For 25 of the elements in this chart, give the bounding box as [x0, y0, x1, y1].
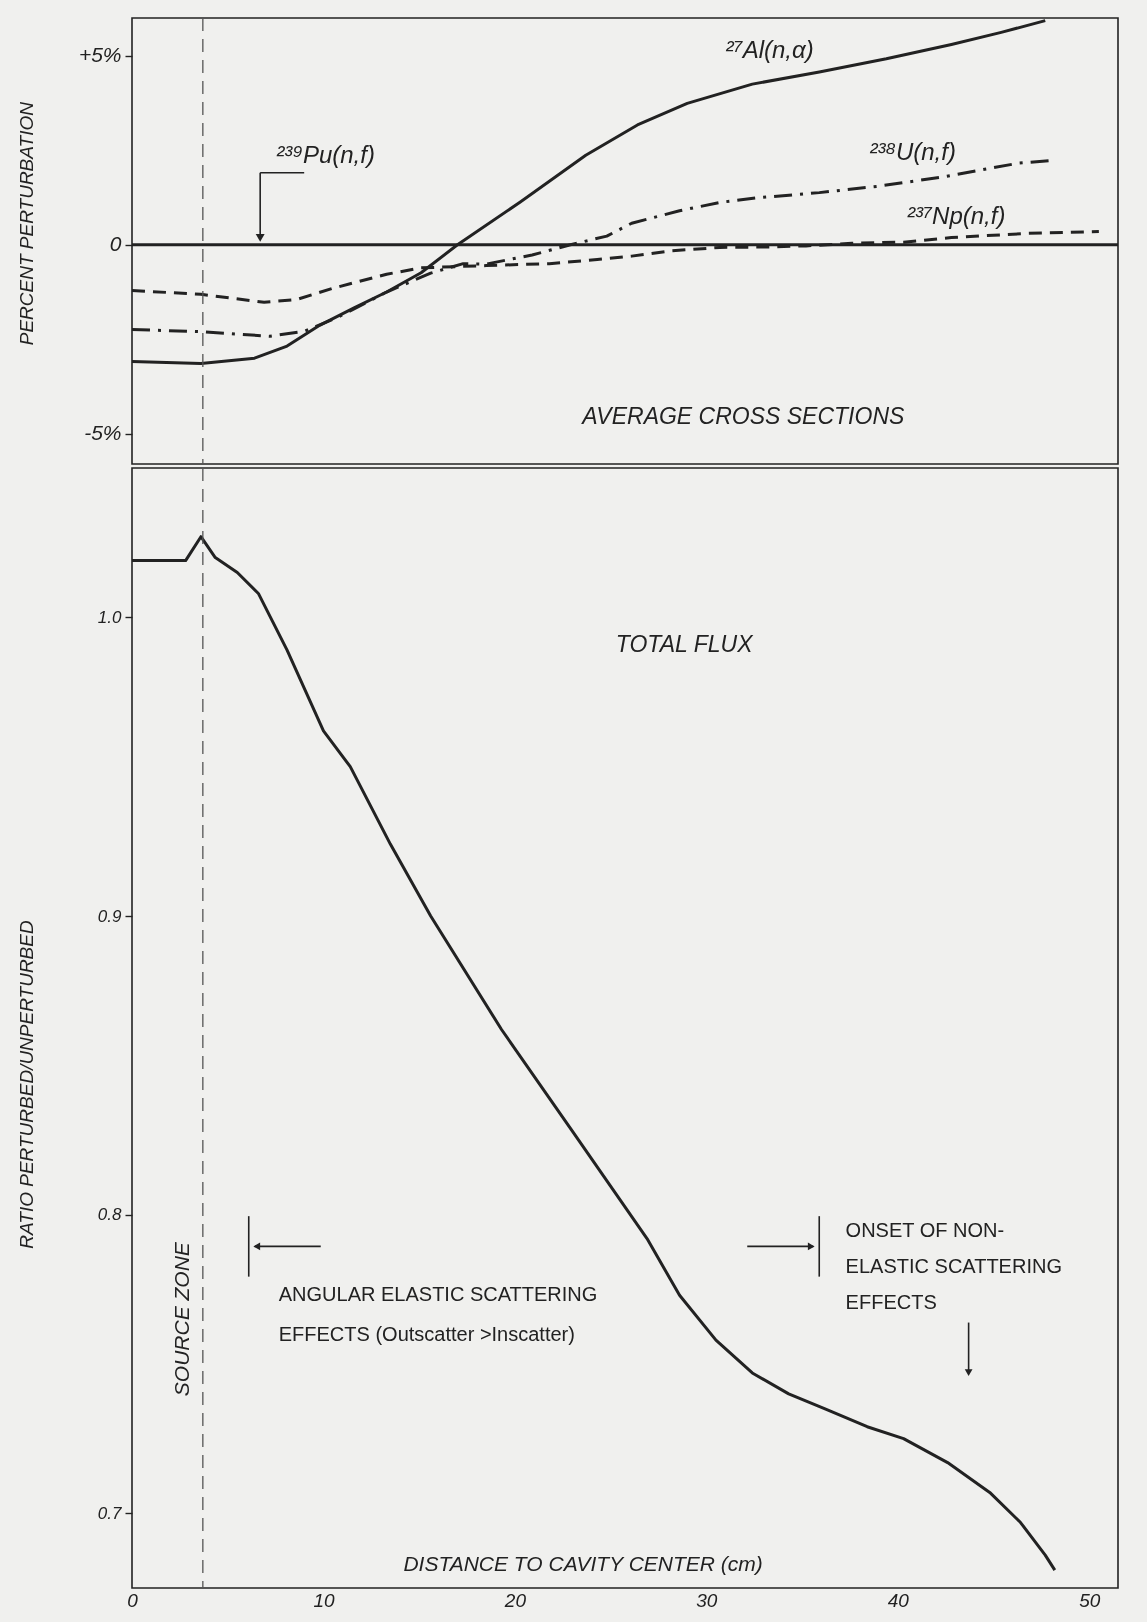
series-label: ²³⁷Np(n,f) [907, 202, 1006, 230]
y-tick-label: 1.0 [97, 607, 123, 627]
text: ²³⁹Pu(n,f) [276, 140, 375, 168]
ref-line-label: SOURCE ZONE [169, 1241, 193, 1397]
y-tick-label: -5% [84, 421, 122, 445]
annotation: ANGULAR ELASTIC SCATTERING EFFECTS (Outscatter >Inscatter) [278, 1282, 598, 1345]
x-tick-label: 0 [127, 1589, 139, 1611]
x-tick-label: 40 [887, 1589, 910, 1611]
y-tick-label: 0.9 [97, 906, 123, 926]
x-tick-label: 20 [503, 1589, 527, 1611]
y-axis-title: RATIO PERTURBED/UNPERTURBED [15, 920, 37, 1249]
y-tick-label: +5% [78, 43, 122, 67]
y-axis-title: PERCENT PERTURBATION [15, 101, 37, 346]
series-label: ²⁷Al(n,α) [725, 36, 814, 64]
x-tick-label: 50 [1079, 1589, 1101, 1611]
y-tick-label: 0 [109, 232, 122, 256]
x-tick-label: 30 [696, 1589, 718, 1611]
y-tick-label: 0.8 [97, 1205, 123, 1225]
text: TOTAL FLUX [615, 630, 755, 657]
x-axis-title: DISTANCE TO CAVITY CENTER (cm) [403, 1551, 763, 1575]
annotation: ONSET OF NON-ELASTIC SCATTERING EFFECTS [845, 1218, 1062, 1313]
x-tick-label: 10 [313, 1589, 335, 1611]
text: AVERAGE CROSS SECTIONS [580, 403, 906, 430]
series-label: ²³⁸U(n,f) [869, 137, 956, 165]
y-tick-label: 0.7 [97, 1503, 123, 1523]
